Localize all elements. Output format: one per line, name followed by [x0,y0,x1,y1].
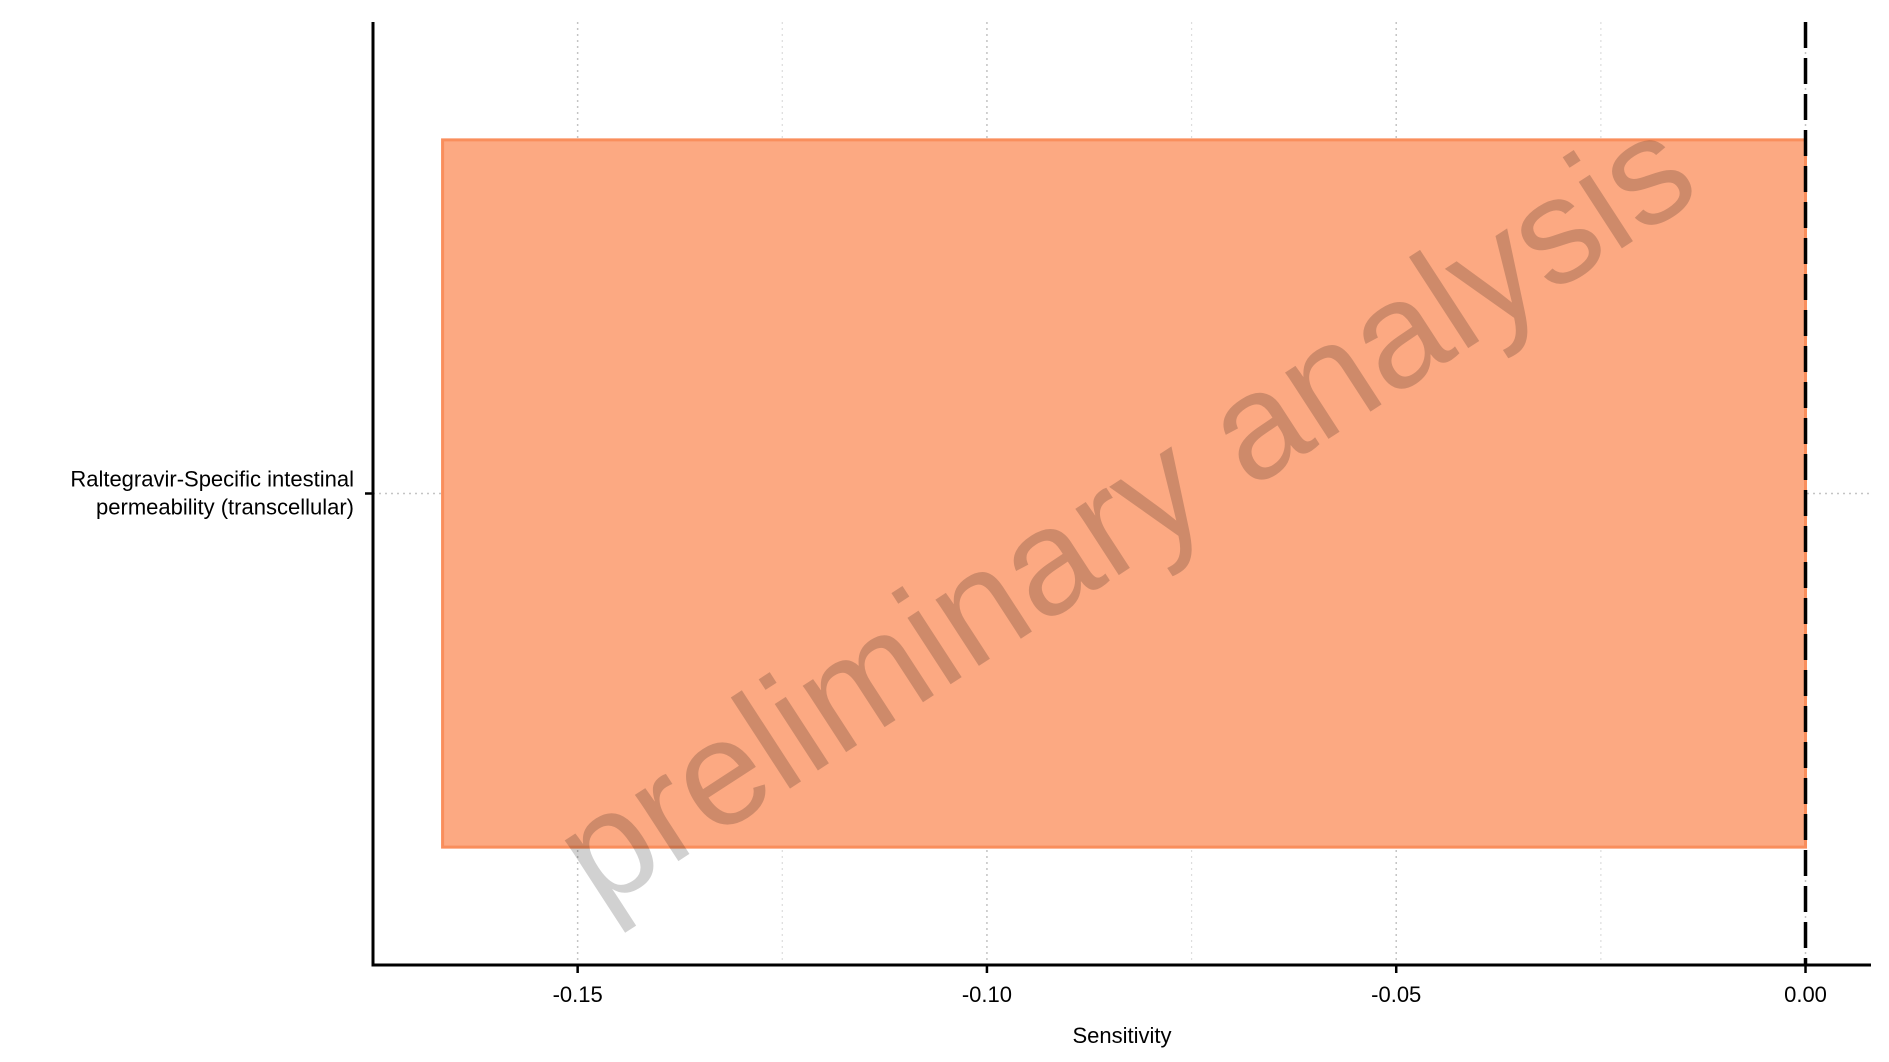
x-tick-label: 0.00 [1784,982,1827,1007]
x-axis-ticks: -0.15 -0.10 -0.05 0.00 [553,965,1827,1007]
bars [441,138,1808,849]
x-axis-label: Sensitivity [1072,1023,1171,1048]
category-label-line: permeability (transcellular) [96,495,354,520]
category-label: Raltegravir-Specific intestinal permeabil… [70,467,354,520]
x-tick-label: -0.05 [1371,982,1421,1007]
x-tick-label: -0.10 [962,982,1012,1007]
category-label-line: Raltegravir-Specific intestinal [70,467,354,492]
bar-1 [441,138,1808,849]
x-tick-label: -0.15 [553,982,603,1007]
y-axis-categories: Raltegravir-Specific intestinal permeabil… [70,467,373,520]
